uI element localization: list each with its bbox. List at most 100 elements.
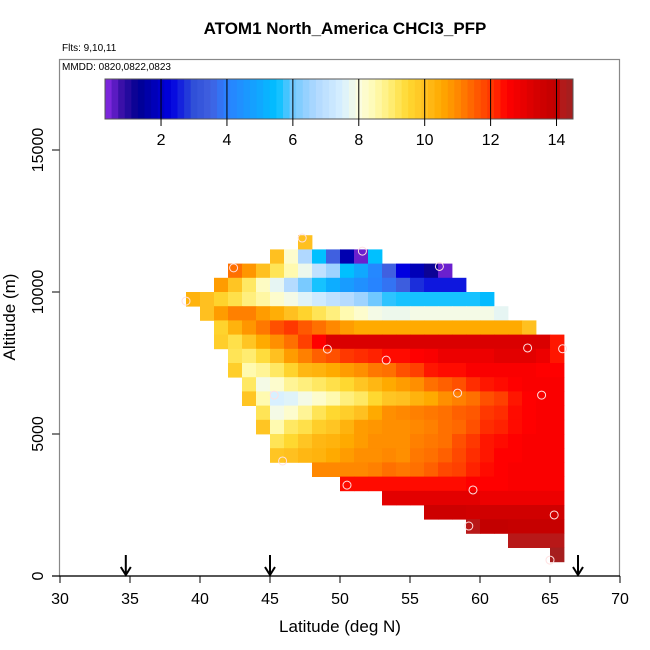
heatmap-cell [354, 292, 369, 307]
heatmap-cell [410, 462, 425, 477]
heatmap-cell [494, 363, 509, 378]
heatmap-cell [452, 334, 467, 350]
heatmap-cell [452, 405, 467, 421]
colorbar-border [104, 78, 574, 120]
heatmap-cell [438, 334, 453, 350]
heatmap-cell [550, 348, 565, 364]
heatmap-cell [536, 434, 551, 449]
heatmap-cell [284, 448, 299, 463]
heatmap-cell [396, 419, 411, 435]
heatmap-cell [382, 277, 397, 293]
heatmap-cell [508, 462, 523, 477]
heatmap-cell [466, 405, 481, 421]
heatmap-cell [466, 377, 481, 392]
heatmap-cell [270, 263, 285, 279]
y-tick-label: 10000 [30, 270, 47, 315]
colorbar-segment [124, 79, 132, 119]
colorbar-segment [236, 79, 244, 119]
heatmap-cell [242, 306, 257, 321]
heatmap-cell [256, 391, 271, 406]
colorbar-tick-label: 12 [482, 132, 500, 149]
heatmap-cell [284, 391, 299, 406]
heatmap-cell [228, 306, 243, 321]
heatmap-cell [480, 519, 495, 534]
heatmap-cell [312, 277, 327, 293]
colorbar-segment [322, 79, 330, 119]
colorbar-segment [454, 79, 462, 119]
colorbar-segment [513, 79, 521, 119]
heatmap-cell [368, 462, 383, 477]
heatmap-cell [410, 292, 425, 307]
heatmap-cell [284, 348, 299, 364]
sample-point [278, 456, 288, 466]
heatmap-cell [214, 320, 229, 335]
heatmap-cell [326, 348, 341, 364]
heatmap-cell [480, 405, 495, 421]
heatmap-cell [298, 334, 313, 350]
colorbar-segment [408, 79, 416, 119]
heatmap-cell [410, 419, 425, 435]
heatmap-cell [438, 462, 453, 477]
heatmap-cell [480, 476, 495, 492]
heatmap-cell [298, 391, 313, 406]
heatmap-cell [480, 377, 495, 392]
heatmap-cell [494, 490, 509, 506]
heatmap-cell [270, 249, 285, 264]
heatmap-cell [494, 391, 509, 406]
sample-point [269, 390, 279, 400]
heatmap-cell [550, 462, 565, 477]
heatmap-cell [424, 419, 439, 435]
colorbar-segment [546, 79, 554, 119]
heatmap-cell [522, 334, 537, 350]
heatmap-cell [536, 334, 551, 350]
heatmap-cell [312, 462, 327, 477]
colorbar-segment [526, 79, 534, 119]
heatmap-cell [228, 277, 243, 293]
heatmap-cell [256, 405, 271, 421]
heatmap-cell [368, 306, 383, 321]
heatmap-cell [284, 249, 299, 264]
heatmap-cell [228, 348, 243, 364]
heatmap-cell [480, 306, 495, 321]
heatmap-cell [298, 348, 313, 364]
heatmap-cell [242, 292, 257, 307]
heatmap-cell [312, 434, 327, 449]
heatmap-cell [354, 476, 369, 492]
heatmap-cell [326, 405, 341, 421]
heatmap-cell [452, 448, 467, 463]
heatmap-cell [340, 320, 355, 335]
heatmap-cell [494, 306, 509, 321]
colorbar-segment [118, 79, 126, 119]
heatmap-cell [424, 405, 439, 421]
heatmap-cell [312, 419, 327, 435]
colorbar-segment [170, 79, 179, 119]
heatmap-cell [508, 519, 523, 534]
heatmap-cell [396, 377, 411, 392]
heatmap-cell [494, 405, 509, 421]
heatmap-cell [228, 334, 243, 350]
heatmap-cell [354, 377, 369, 392]
heatmap-cell [410, 490, 425, 506]
heatmap-cell [312, 448, 327, 463]
heatmap-cell [480, 292, 495, 307]
heatmap-cell [214, 277, 229, 293]
heatmap-cell [354, 462, 369, 477]
heatmap-cell [438, 448, 453, 463]
heatmap-cell [508, 377, 523, 392]
x-tick-label: 70 [611, 591, 629, 608]
heatmap-cell [550, 533, 565, 548]
heatmap-cell [298, 263, 313, 279]
heatmap-cell [466, 419, 481, 435]
heatmap-cell [326, 320, 341, 335]
heatmap-cell [424, 263, 439, 279]
heatmap-cell [354, 448, 369, 463]
heatmap-cell [424, 334, 439, 350]
heatmap-cell [256, 419, 271, 435]
colorbar-segment [388, 79, 396, 119]
heatmap-cell [466, 462, 481, 477]
heatmap-cell [522, 419, 537, 435]
heatmap-cell [256, 320, 271, 335]
colorbar-segment [276, 79, 284, 119]
sample-point [381, 355, 391, 365]
